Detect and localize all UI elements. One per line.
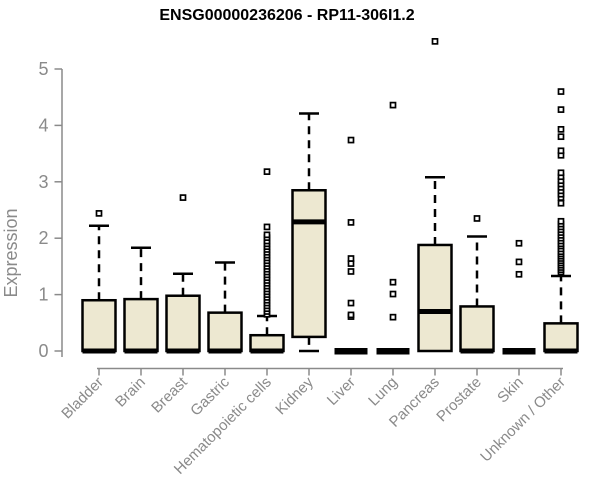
- outlier-point: [389, 101, 397, 109]
- outlier-point: [515, 258, 523, 266]
- box: [123, 297, 159, 353]
- box-collapsed: [502, 348, 536, 355]
- outlier-point: [347, 299, 355, 307]
- x-tick-label: Skin: [494, 374, 527, 407]
- y-tick-label: 2: [38, 228, 48, 248]
- box: [207, 311, 243, 353]
- outlier-point: [515, 270, 523, 278]
- x-tick-label: Brain: [112, 374, 149, 411]
- chart-title: ENSG00000236206 - RP11-306I1.2: [159, 7, 415, 24]
- box: [459, 305, 495, 353]
- outlier-point: [389, 278, 397, 286]
- outlier-point: [557, 88, 565, 95]
- outlier-point: [347, 136, 355, 144]
- y-tick-label: 5: [38, 59, 48, 79]
- box-collapsed: [376, 348, 410, 355]
- box: [165, 294, 201, 353]
- outlier-point: [515, 239, 523, 247]
- outlier-point: [557, 133, 565, 141]
- outlier-point: [263, 231, 271, 239]
- outlier-point: [347, 268, 355, 275]
- outlier-point: [389, 290, 397, 298]
- outlier-point: [557, 147, 565, 155]
- outlier-point: [473, 215, 481, 222]
- box-collapsed: [334, 348, 368, 355]
- outlier-point: [557, 217, 565, 225]
- y-axis-title: Expression: [1, 208, 21, 297]
- x-tick-label: Kidney: [272, 373, 317, 418]
- outlier-point: [389, 313, 397, 321]
- x-tick-label: Liver: [324, 374, 359, 409]
- outlier-point: [95, 210, 103, 217]
- outlier-point: [347, 311, 355, 319]
- y-tick-label: 4: [38, 115, 48, 135]
- y-tick-label: 3: [38, 172, 48, 192]
- outlier-point: [431, 38, 439, 45]
- outlier-point: [557, 125, 565, 133]
- box: [417, 243, 453, 353]
- x-tick-label: Lung: [365, 374, 401, 410]
- box: [543, 322, 579, 353]
- outlier-point: [557, 169, 565, 177]
- x-tick-label: Bladder: [58, 374, 107, 423]
- outlier-point: [347, 219, 355, 226]
- box: [81, 298, 117, 353]
- box: [291, 189, 327, 339]
- x-tick-label: Prostate: [433, 374, 485, 426]
- outlier-point: [263, 223, 271, 231]
- y-tick-label: 1: [38, 285, 48, 305]
- outlier-point: [179, 194, 187, 201]
- x-tick-label: Breast: [148, 373, 191, 416]
- outlier-point: [557, 106, 565, 113]
- outlier-point: [557, 199, 565, 207]
- outlier-point: [263, 168, 271, 175]
- outlier-point: [347, 255, 355, 262]
- y-tick-label: 0: [38, 341, 48, 361]
